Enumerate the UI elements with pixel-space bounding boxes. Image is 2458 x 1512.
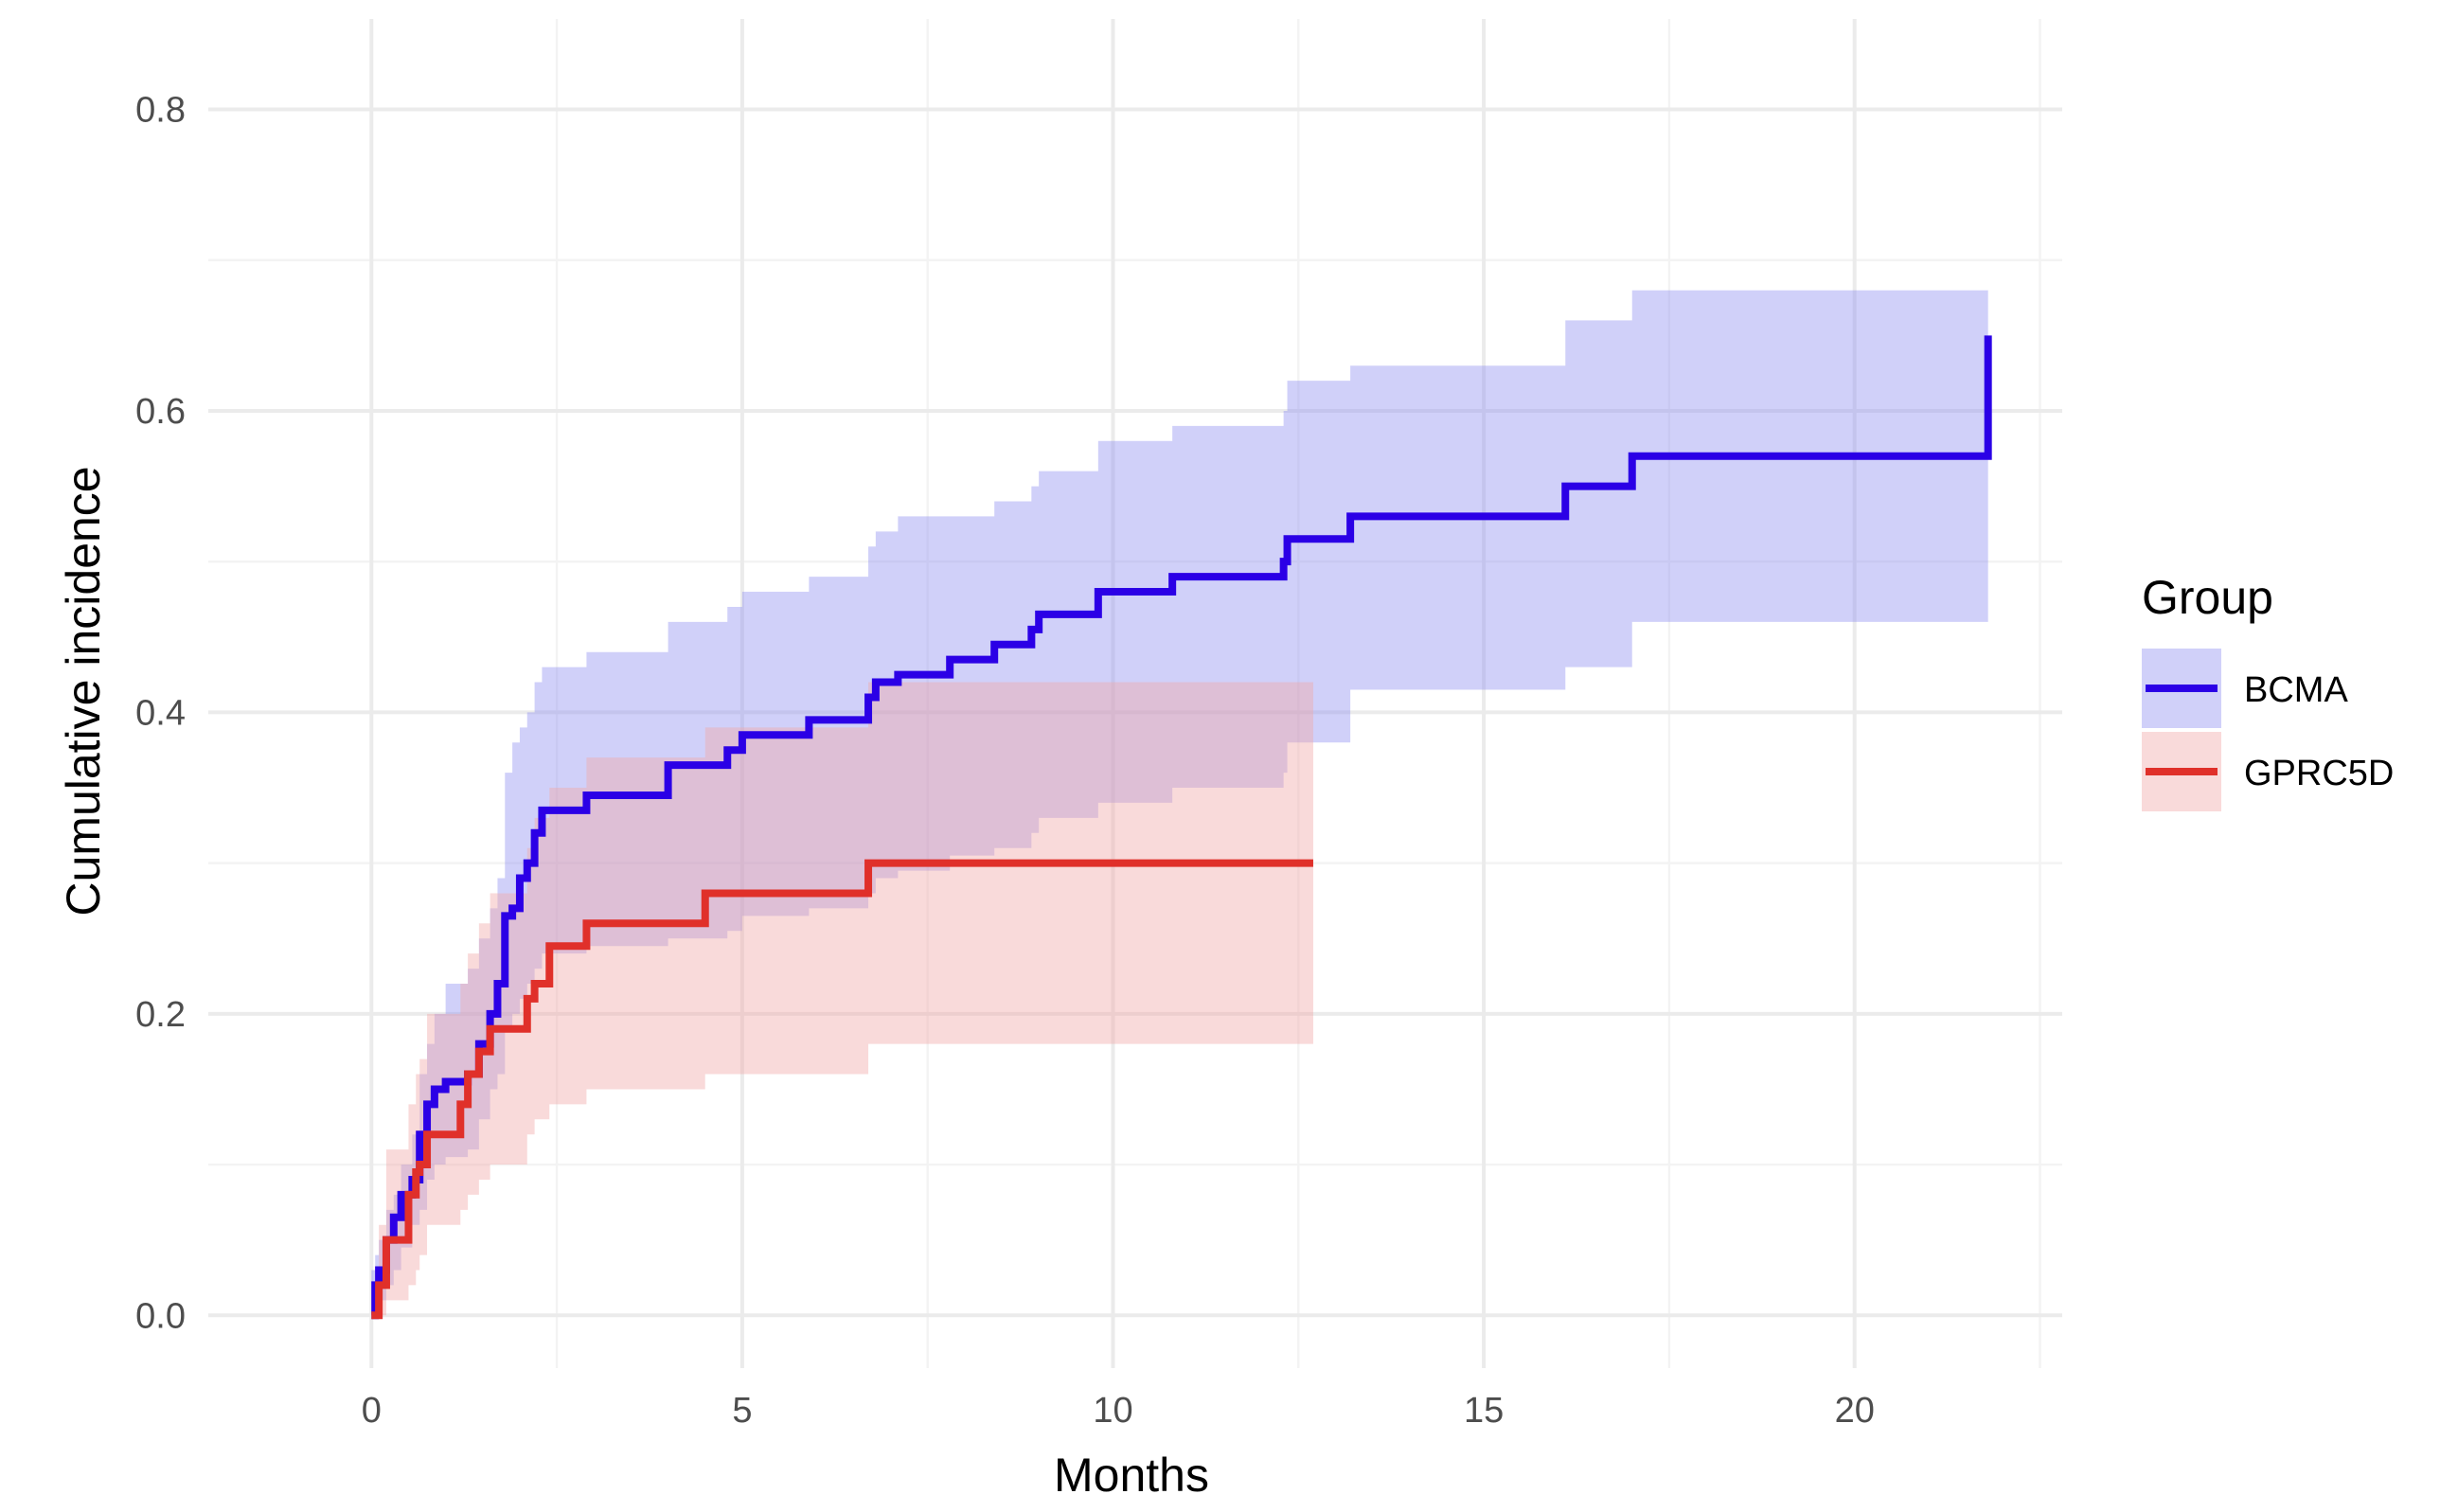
y-tick-label: 0.4	[135, 693, 186, 733]
legend-item-bcma: BCMA	[2142, 649, 2348, 728]
x-axis-title: Months	[1054, 1449, 1209, 1502]
y-tick-label: 0.0	[135, 1296, 186, 1336]
legend: Group BCMA GPRC5D	[2142, 571, 2394, 811]
legend-title: Group	[2142, 571, 2273, 624]
tick-labels: 0 5 10 15 20 0.0 0.2 0.4 0.6 0.8	[135, 91, 1875, 1431]
grid-layer	[208, 19, 2062, 1368]
gprc5d-series-line	[371, 859, 1313, 1320]
confidence-bands	[371, 290, 1988, 1316]
bcma-confidence-band	[371, 290, 1988, 1316]
y-tick-label: 0.6	[135, 392, 186, 432]
legend-items: BCMA GPRC5D	[2142, 649, 2394, 811]
legend-item-gprc5d: GPRC5D	[2142, 732, 2394, 811]
x-tick-label: 20	[1835, 1391, 1875, 1431]
legend-label-gprc5d: GPRC5D	[2244, 754, 2394, 793]
legend-label-bcma: BCMA	[2244, 670, 2348, 710]
x-tick-label: 5	[732, 1391, 752, 1431]
y-axis-title: Cumulative incidence	[57, 466, 110, 916]
x-tick-label: 15	[1464, 1391, 1504, 1431]
x-tick-label: 0	[362, 1391, 382, 1431]
x-tick-label: 10	[1093, 1391, 1132, 1431]
series-lines	[371, 335, 1992, 1320]
gprc5d-confidence-band	[371, 682, 1313, 1316]
y-tick-label: 0.8	[135, 91, 186, 131]
y-tick-label: 0.2	[135, 995, 186, 1035]
